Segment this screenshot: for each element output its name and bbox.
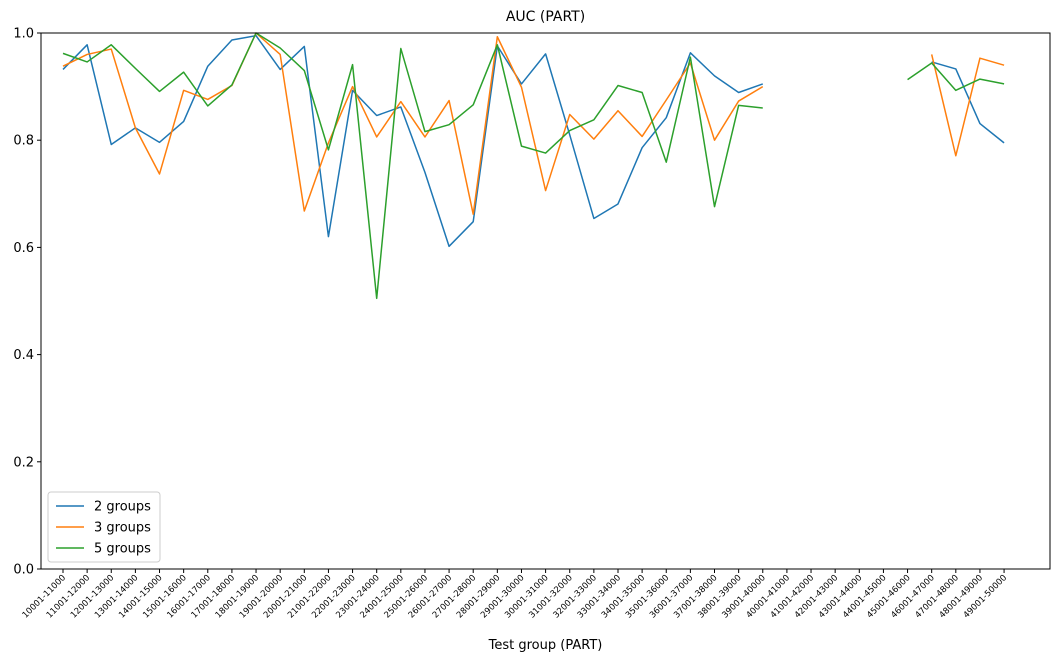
y-tick-label: 0.2 <box>13 455 34 470</box>
plot-frame <box>40 32 1051 570</box>
legend-label: 5 groups <box>94 542 151 557</box>
y-tick-label: 0.8 <box>13 134 34 149</box>
series-line-3-groups <box>62 32 764 215</box>
chart-title: AUC (PART) <box>506 9 585 25</box>
series-line-2-groups <box>931 61 1005 144</box>
x-axis: 10001-1100011001-1200012001-1300013001-1… <box>21 569 1009 621</box>
x-tick-label: 49001-50000 <box>962 573 1009 620</box>
y-tick-label: 0.4 <box>13 348 34 363</box>
legend-label: 2 groups <box>94 500 151 515</box>
legend: 2 groups 3 groups 5 groups <box>47 491 161 563</box>
series-line-2-groups <box>62 34 764 248</box>
legend-label: 3 groups <box>94 521 151 536</box>
y-axis: 0.0 0.2 0.4 0.6 0.8 1.0 <box>13 27 41 578</box>
series-line-5-groups <box>62 32 763 300</box>
legend-box <box>47 491 161 563</box>
series-line-3-groups <box>930 54 1005 157</box>
plot-area <box>62 32 1005 300</box>
y-tick-label: 1.0 <box>13 27 34 42</box>
y-tick-label: 0.0 <box>13 563 34 578</box>
x-axis-label: Test group (PART) <box>488 638 603 653</box>
y-tick-label: 0.6 <box>13 241 34 256</box>
series-line-5-groups <box>907 62 1005 92</box>
